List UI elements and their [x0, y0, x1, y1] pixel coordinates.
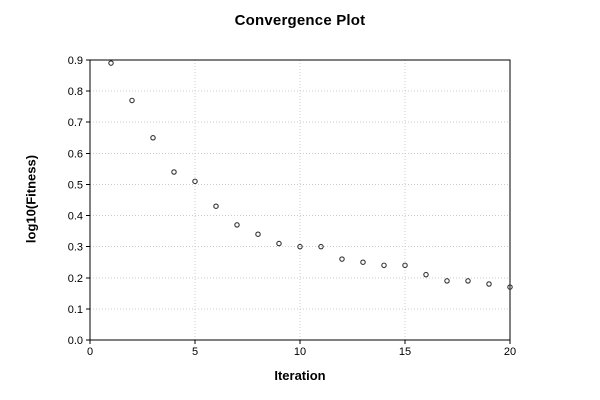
y-tick-label: 0.7	[68, 117, 83, 129]
y-tick-label: 0.3	[68, 242, 83, 254]
data-point	[171, 169, 177, 175]
data-point	[129, 97, 135, 104]
x-tick-label: 15	[399, 346, 411, 358]
data-point	[339, 256, 345, 262]
x-tick-label: 20	[504, 346, 516, 358]
data-point	[423, 271, 429, 278]
data-point	[297, 243, 303, 250]
data-point	[213, 203, 219, 209]
data-point	[276, 240, 282, 247]
data-point	[150, 135, 156, 141]
y-tick-label: 0.9	[68, 55, 83, 67]
y-tick-label: 0.4	[68, 211, 83, 223]
data-point	[381, 262, 387, 269]
y-tick-label: 0.1	[68, 304, 83, 316]
data-point	[192, 178, 198, 185]
data-point	[465, 278, 471, 284]
x-axis-label: Iteration	[274, 368, 326, 383]
data-point	[318, 243, 324, 250]
y-tick-label: 0.8	[68, 86, 83, 98]
data-point	[444, 278, 450, 284]
data-point	[486, 281, 492, 287]
x-tick-label: 0	[87, 346, 93, 358]
data-point	[360, 259, 366, 265]
data-point	[108, 60, 114, 66]
data-point	[255, 231, 261, 237]
y-tick-label: 0.0	[68, 335, 83, 347]
data-point	[234, 222, 240, 228]
y-tick-label: 0.2	[68, 273, 83, 285]
data-point	[507, 284, 513, 290]
data-point	[402, 262, 408, 269]
y-tick-label: 0.6	[68, 148, 83, 160]
chart-title: Convergence Plot	[234, 12, 366, 29]
y-tick-label: 0.5	[68, 179, 83, 191]
x-tick-label: 10	[294, 346, 306, 358]
x-tick-label: 5	[192, 346, 198, 358]
